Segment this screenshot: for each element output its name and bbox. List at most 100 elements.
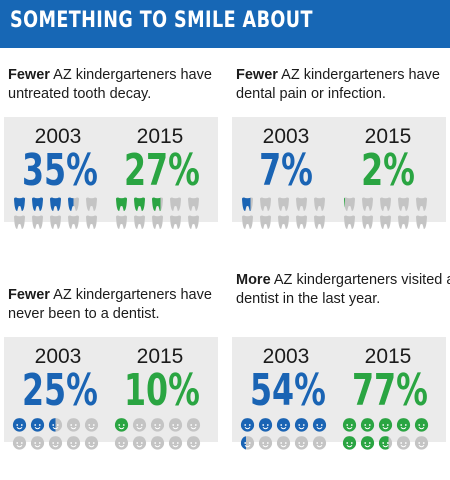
child-face-icon bbox=[168, 436, 183, 450]
tooth-icon bbox=[416, 215, 427, 230]
child-face-icon bbox=[12, 418, 27, 432]
tooth-icon bbox=[170, 215, 181, 230]
child-face-icon bbox=[294, 436, 309, 450]
icon-grid bbox=[240, 417, 340, 453]
icon-grid bbox=[12, 197, 112, 233]
panel-caption: Fewer AZ kindergarteners have never been… bbox=[8, 286, 230, 324]
year-label: 2003 bbox=[262, 345, 310, 368]
child-face-icon bbox=[312, 436, 327, 450]
tooth-icon bbox=[152, 197, 163, 212]
tooth-icon bbox=[362, 215, 373, 230]
tooth-icon bbox=[260, 197, 271, 212]
caption-lead: Fewer bbox=[8, 67, 50, 83]
child-face-icon bbox=[396, 436, 411, 450]
tooth-icon bbox=[188, 197, 199, 212]
percent-value: 2% bbox=[361, 145, 415, 196]
child-face-icon bbox=[240, 418, 255, 432]
percent-value: 77% bbox=[352, 365, 428, 416]
tooth-icon bbox=[170, 197, 181, 212]
tooth-icon bbox=[14, 215, 25, 230]
child-face-icon bbox=[276, 418, 291, 432]
child-face-icon bbox=[12, 436, 27, 450]
icon-grid bbox=[114, 417, 214, 453]
child-face-icon bbox=[360, 418, 375, 432]
tooth-icon bbox=[380, 215, 391, 230]
caption-text: AZ kindergarteners visited a dentist in … bbox=[236, 272, 450, 307]
child-face-icon bbox=[48, 418, 63, 432]
child-face-icon bbox=[258, 436, 273, 450]
caption-text: AZ kindergarteners have never been to a … bbox=[8, 287, 212, 322]
tooth-icon bbox=[188, 215, 199, 230]
header-banner: SOMETHING TO SMILE ABOUT bbox=[0, 0, 450, 48]
year-label: 2003 bbox=[262, 125, 310, 148]
tooth-icon bbox=[314, 197, 325, 212]
year-label: 2003 bbox=[34, 125, 82, 148]
child-face-icon bbox=[30, 436, 45, 450]
tooth-icon bbox=[278, 197, 289, 212]
tooth-icon bbox=[50, 197, 61, 212]
child-face-icon bbox=[186, 436, 201, 450]
child-face-icon bbox=[84, 436, 99, 450]
child-face-icon bbox=[414, 418, 429, 432]
tooth-icon bbox=[296, 197, 307, 212]
percent-value: 10% bbox=[124, 365, 200, 416]
tooth-icon bbox=[152, 215, 163, 230]
tooth-icon bbox=[68, 197, 79, 212]
percent-value: 25% bbox=[22, 365, 98, 416]
year-label: 2015 bbox=[364, 345, 412, 368]
percent-value: 35% bbox=[22, 145, 98, 196]
tooth-icon bbox=[242, 197, 253, 212]
panel-caption: More AZ kindergarteners visited a dentis… bbox=[236, 271, 450, 309]
tooth-icon bbox=[398, 215, 409, 230]
percent-value: 54% bbox=[250, 365, 326, 416]
tooth-icon bbox=[32, 197, 43, 212]
child-face-icon bbox=[132, 436, 147, 450]
year-label: 2003 bbox=[34, 345, 82, 368]
child-face-icon bbox=[342, 418, 357, 432]
year-label: 2015 bbox=[364, 125, 412, 148]
tooth-icon bbox=[86, 215, 97, 230]
tooth-icon bbox=[134, 197, 145, 212]
tooth-icon bbox=[344, 215, 355, 230]
tooth-icon bbox=[50, 215, 61, 230]
tooth-icon bbox=[32, 215, 43, 230]
child-face-icon bbox=[312, 418, 327, 432]
icon-grid bbox=[114, 197, 214, 233]
child-face-icon bbox=[186, 418, 201, 432]
child-face-icon bbox=[132, 418, 147, 432]
percent-value: 7% bbox=[259, 145, 313, 196]
tooth-icon bbox=[380, 197, 391, 212]
child-face-icon bbox=[342, 436, 357, 450]
child-face-icon bbox=[414, 436, 429, 450]
child-face-icon bbox=[114, 436, 129, 450]
tooth-icon bbox=[362, 197, 373, 212]
tooth-icon bbox=[14, 197, 25, 212]
tooth-icon bbox=[68, 215, 79, 230]
child-face-icon bbox=[48, 436, 63, 450]
child-face-icon bbox=[378, 418, 393, 432]
icon-grid bbox=[12, 417, 112, 453]
page-title: SOMETHING TO SMILE ABOUT bbox=[10, 8, 313, 33]
tooth-icon bbox=[134, 215, 145, 230]
child-face-icon bbox=[30, 418, 45, 432]
panel-caption: Fewer AZ kindergarteners have untreated … bbox=[8, 66, 230, 104]
child-face-icon bbox=[396, 418, 411, 432]
caption-text: AZ kindergarteners have dental pain or i… bbox=[236, 67, 440, 102]
tooth-icon bbox=[278, 215, 289, 230]
tooth-icon bbox=[344, 197, 355, 212]
tooth-icon bbox=[116, 215, 127, 230]
icon-grid bbox=[342, 417, 442, 453]
icon-grid bbox=[342, 197, 442, 233]
percent-value: 27% bbox=[124, 145, 200, 196]
tooth-icon bbox=[260, 215, 271, 230]
tooth-icon bbox=[116, 197, 127, 212]
child-face-icon bbox=[150, 418, 165, 432]
child-face-icon bbox=[378, 436, 393, 450]
caption-lead: More bbox=[236, 272, 271, 288]
child-face-icon bbox=[294, 418, 309, 432]
icon-grid bbox=[240, 197, 340, 233]
child-face-icon bbox=[84, 418, 99, 432]
child-face-icon bbox=[258, 418, 273, 432]
child-face-icon bbox=[114, 418, 129, 432]
child-face-icon bbox=[240, 436, 255, 450]
